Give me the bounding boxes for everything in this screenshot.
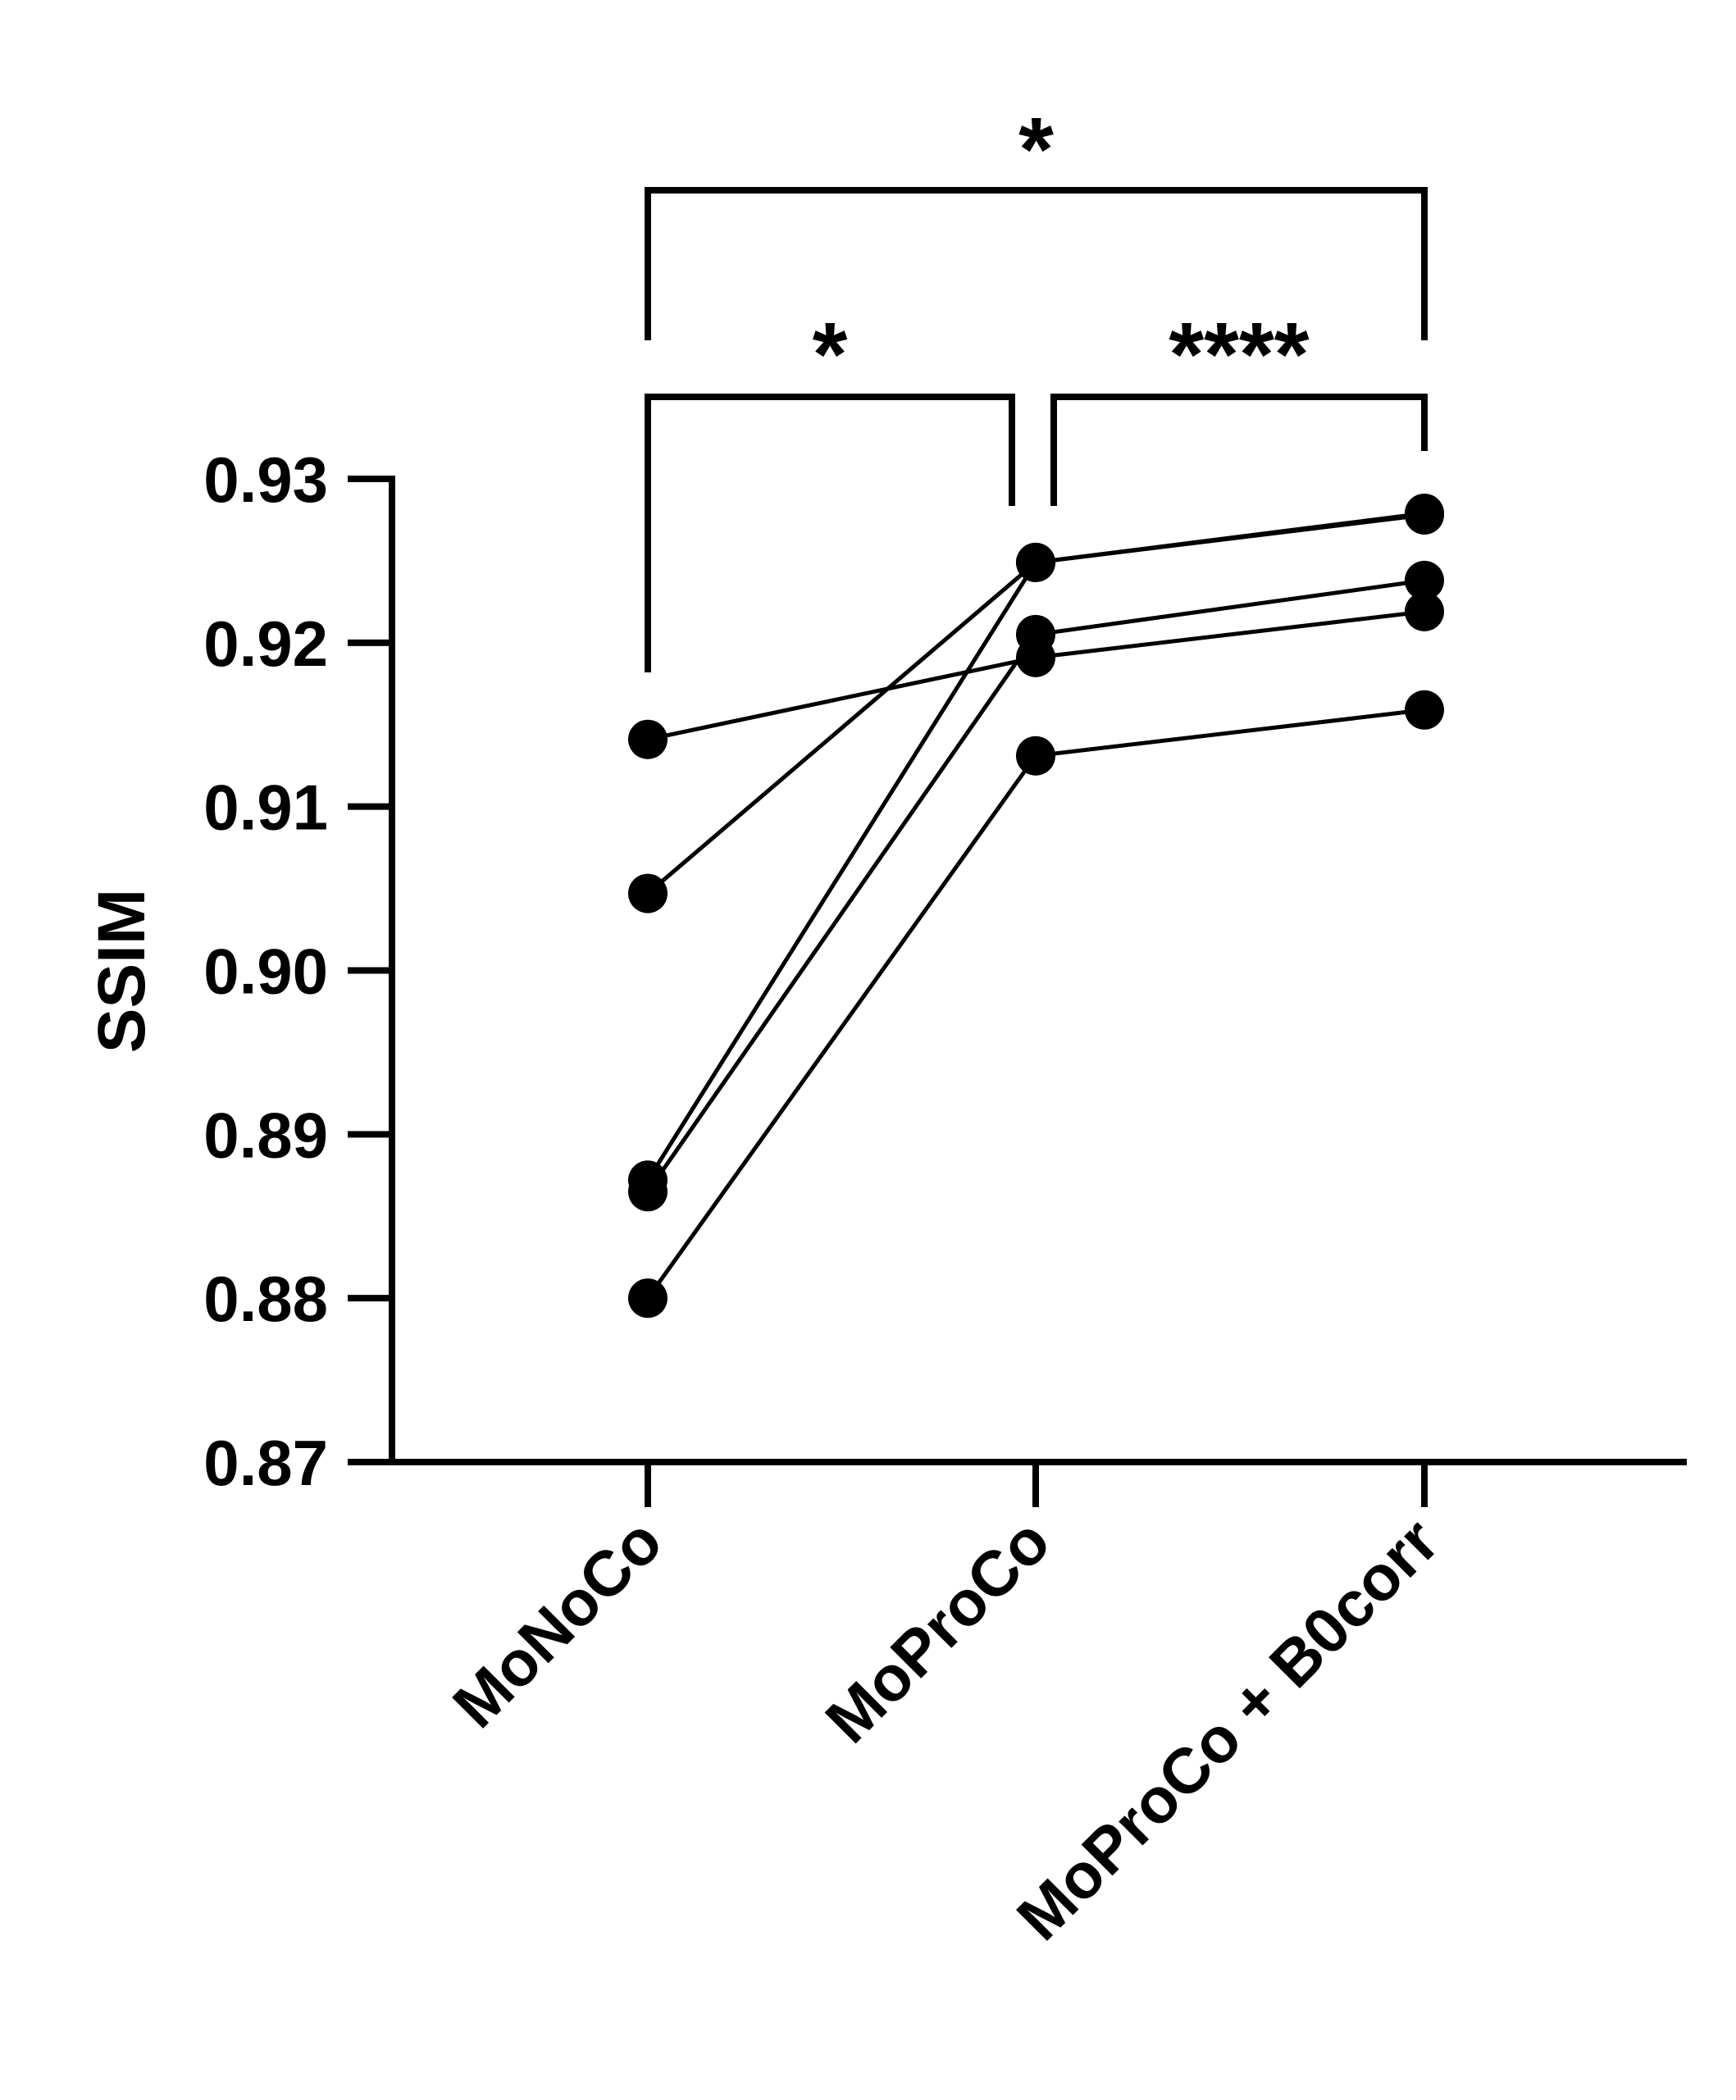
data-point (628, 873, 668, 913)
x-tick-label: MoProCo (812, 1505, 1064, 1756)
y-tick-label: 0.91 (203, 772, 328, 844)
significance-brackets: * ***** (645, 99, 1428, 672)
significance-label: * (1018, 99, 1054, 200)
x-tick-label: MoNoCo (439, 1505, 676, 1742)
data-series (628, 493, 1444, 1319)
data-point (1016, 614, 1055, 654)
significance-bracket (645, 187, 1428, 340)
data-point (1405, 494, 1444, 535)
significance-label: * (813, 304, 848, 405)
data-point (1016, 736, 1055, 776)
data-point (628, 1172, 668, 1212)
y-tick-label: 0.93 (203, 444, 328, 516)
significance-bracket (645, 394, 1015, 672)
x-tick-label: MoProCo + B0corr (1003, 1505, 1452, 1954)
data-point (1016, 542, 1055, 582)
data-point (628, 1278, 668, 1319)
y-ticks: 0.87 0.88 0.89 0.90 0.91 0.92 0.93 (203, 444, 392, 1499)
y-tick-label: 0.89 (203, 1099, 328, 1171)
significance-bracket (1050, 394, 1428, 506)
data-point (1405, 690, 1444, 730)
series-line (645, 512, 1425, 1182)
data-point (628, 719, 668, 759)
y-tick-label: 0.92 (203, 608, 328, 680)
y-axis-title: SSIM (84, 889, 159, 1053)
data-point (1405, 560, 1444, 600)
series-line (645, 708, 1425, 1300)
y-tick-label: 0.88 (203, 1263, 328, 1335)
data-point (1405, 591, 1444, 631)
y-tick-label: 0.87 (203, 1427, 328, 1499)
significance-label: **** (1169, 304, 1309, 405)
y-tick-label: 0.90 (203, 936, 328, 1008)
